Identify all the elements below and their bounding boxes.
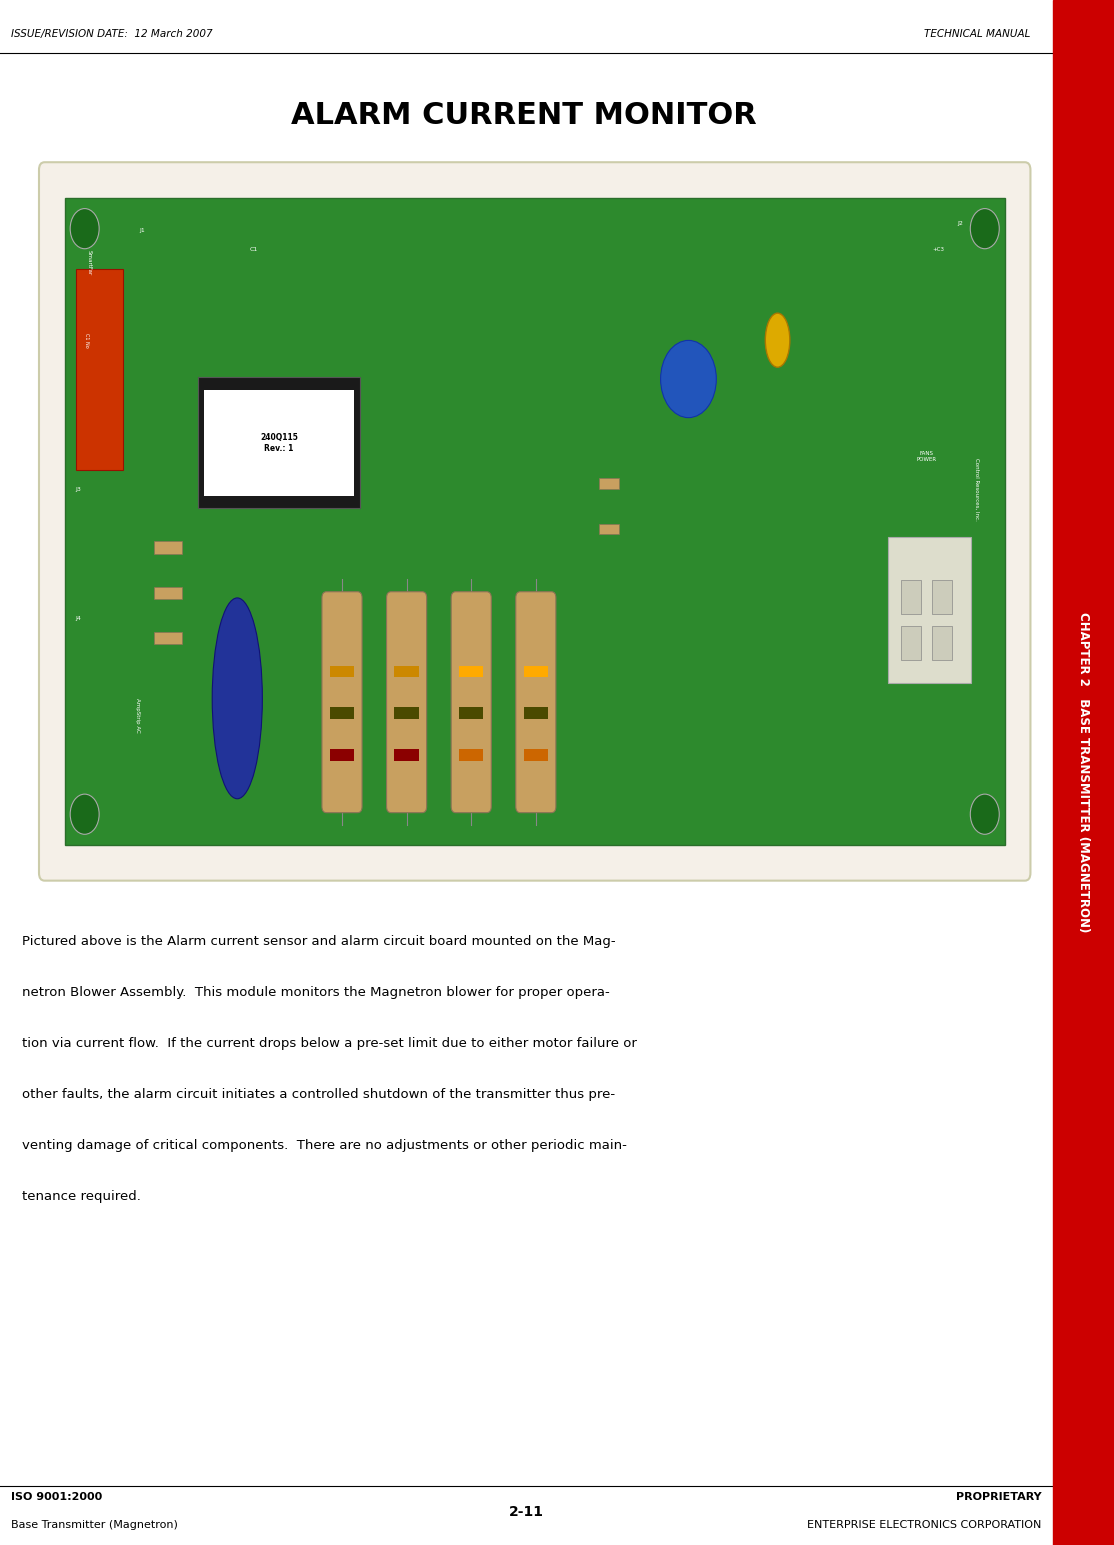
Bar: [204, 389, 354, 496]
Bar: [599, 524, 619, 535]
Text: AmpStrip AC: AmpStrip AC: [135, 698, 139, 732]
Bar: [394, 708, 419, 718]
Bar: [524, 708, 548, 718]
Text: PROPRIETARY: PROPRIETARY: [956, 1492, 1042, 1502]
Circle shape: [661, 340, 716, 417]
Bar: [1053, 0, 1114, 1545]
Bar: [888, 536, 971, 683]
Text: 240Q115
Rev.: 1: 240Q115 Rev.: 1: [261, 433, 297, 453]
Text: ISSUE/REVISION DATE:  12 March 2007: ISSUE/REVISION DATE: 12 March 2007: [11, 29, 213, 39]
Text: tenance required.: tenance required.: [22, 1190, 141, 1202]
Text: CHAPTER 2   BASE TRANSMITTER (MAGNETRON): CHAPTER 2 BASE TRANSMITTER (MAGNETRON): [1077, 612, 1089, 933]
Text: netron Blower Assembly.  This module monitors the Magnetron blower for proper op: netron Blower Assembly. This module moni…: [22, 986, 610, 998]
Text: SmartFar: SmartFar: [87, 250, 91, 275]
Bar: [459, 708, 483, 718]
Text: venting damage of critical components.  There are no adjustments or other period: venting damage of critical components. T…: [22, 1139, 627, 1151]
Text: ALARM CURRENT MONITOR: ALARM CURRENT MONITOR: [291, 102, 756, 130]
Text: Base Transmitter (Magnetron): Base Transmitter (Magnetron): [11, 1520, 178, 1530]
Bar: [65, 198, 1005, 845]
Text: ISO 9001:2000: ISO 9001:2000: [11, 1492, 102, 1502]
Bar: [599, 479, 619, 490]
Ellipse shape: [212, 598, 263, 799]
Bar: [154, 632, 182, 644]
Text: C1 No: C1 No: [85, 332, 89, 348]
Text: Pictured above is the Alarm current sensor and alarm circuit board mounted on th: Pictured above is the Alarm current sens…: [22, 935, 616, 947]
Text: FANS
POWER: FANS POWER: [917, 451, 937, 462]
FancyBboxPatch shape: [322, 592, 362, 813]
FancyBboxPatch shape: [516, 592, 556, 813]
Bar: [330, 749, 354, 760]
Bar: [394, 666, 419, 677]
Bar: [154, 541, 182, 553]
Bar: [932, 579, 952, 613]
Text: TECHNICAL MANUAL: TECHNICAL MANUAL: [925, 29, 1030, 39]
Text: +C3: +C3: [932, 247, 944, 252]
Bar: [524, 749, 548, 760]
FancyBboxPatch shape: [387, 592, 427, 813]
Bar: [330, 666, 354, 677]
Circle shape: [970, 209, 999, 249]
Text: J3: J3: [76, 487, 81, 491]
Bar: [459, 749, 483, 760]
Circle shape: [70, 209, 99, 249]
Text: J4: J4: [76, 616, 81, 621]
Text: other faults, the alarm circuit initiates a controlled shutdown of the transmitt: other faults, the alarm circuit initiate…: [22, 1088, 615, 1100]
Text: Control Resources, Inc.: Control Resources, Inc.: [975, 457, 979, 521]
Bar: [198, 377, 360, 508]
Text: 2-11: 2-11: [509, 1505, 544, 1519]
FancyBboxPatch shape: [451, 592, 491, 813]
Bar: [154, 587, 182, 599]
Text: C1: C1: [250, 247, 258, 252]
Bar: [76, 269, 123, 470]
Bar: [901, 579, 921, 613]
Bar: [459, 666, 483, 677]
Text: J2: J2: [957, 221, 964, 226]
Circle shape: [970, 794, 999, 834]
Bar: [330, 708, 354, 718]
Bar: [394, 749, 419, 760]
Bar: [524, 666, 548, 677]
Circle shape: [70, 794, 99, 834]
Bar: [901, 626, 921, 660]
Bar: [932, 626, 952, 660]
Text: tion via current flow.  If the current drops below a pre-set limit due to either: tion via current flow. If the current dr…: [22, 1037, 637, 1049]
Text: ENTERPRISE ELECTRONICS CORPORATION: ENTERPRISE ELECTRONICS CORPORATION: [808, 1520, 1042, 1530]
FancyBboxPatch shape: [39, 162, 1030, 881]
Ellipse shape: [765, 314, 790, 368]
Text: J1: J1: [139, 227, 146, 233]
